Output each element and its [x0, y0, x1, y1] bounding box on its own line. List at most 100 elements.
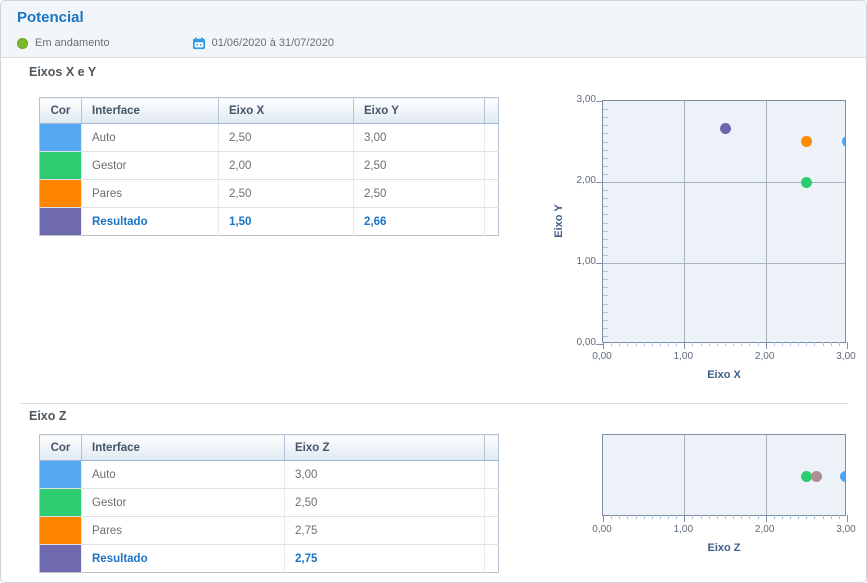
column-header: Eixo Z: [284, 434, 485, 461]
x-tick: [619, 515, 621, 519]
x-tick: [847, 342, 848, 349]
y-tick-label: 2,00: [576, 175, 596, 186]
report-meta: Em andamento 01/06/2020 à 31/07/2020: [17, 34, 334, 52]
y-tick: [596, 182, 603, 183]
value-cell: 2,75: [284, 544, 485, 573]
gridline-horizontal: [603, 182, 845, 183]
x-tick-label: 3,00: [836, 524, 856, 535]
x-axis-title: Eixo Z: [707, 542, 741, 554]
x-tick: [790, 515, 792, 519]
y-tick: [603, 125, 608, 127]
row-gutter: [484, 516, 499, 545]
status-dot: [17, 37, 28, 49]
value-cell: 2,50: [353, 179, 485, 208]
x-tick: [806, 342, 808, 346]
date-range: 01/06/2020 à 31/07/2020: [211, 37, 334, 49]
x-tick: [822, 515, 824, 519]
color-swatch: [39, 488, 82, 517]
table-eixo-z: Cor Interface Eixo Z Auto 3,00 Gestor 2,50 Pare…: [39, 434, 499, 573]
row-gutter: [484, 207, 499, 236]
x-tick: [659, 342, 661, 346]
x-tick: [733, 342, 735, 346]
dot-pares-resultado-overlap: [811, 470, 823, 482]
y-tick-label: 3,00: [576, 94, 596, 105]
table-header-row: Cor Interface Eixo Z: [39, 434, 499, 461]
section-heading-eixo-z: Eixo Z: [29, 409, 67, 423]
x-tick: [635, 515, 637, 519]
x-tick: [676, 515, 678, 519]
y-tick: [603, 230, 608, 232]
x-tick: [700, 515, 702, 519]
color-swatch: [39, 207, 82, 236]
x-tick: [651, 342, 653, 346]
x-tick: [798, 342, 800, 346]
column-header: Cor: [39, 434, 82, 461]
interface-cell: Pares: [81, 179, 219, 208]
y-tick: [603, 109, 608, 111]
value-cell: 2,66: [353, 207, 485, 236]
x-tick: [781, 515, 783, 519]
x-tick: [749, 342, 751, 346]
value-cell: 2,50: [353, 151, 485, 180]
column-header: Interface: [81, 97, 219, 124]
x-tick: [838, 342, 840, 346]
x-tick: [757, 342, 759, 346]
x-tick: [806, 515, 808, 519]
x-tick-label: 0,00: [592, 351, 612, 362]
row-gutter: [484, 544, 499, 573]
y-tick: [603, 165, 608, 167]
x-tick: [643, 515, 645, 519]
x-tick: [716, 515, 718, 519]
interface-cell: Pares: [81, 516, 285, 545]
interface-cell: Auto: [81, 460, 285, 489]
x-tick: [838, 515, 840, 519]
x-tick: [684, 342, 686, 349]
y-tick: [603, 279, 608, 281]
interface-cell: Auto: [81, 123, 219, 152]
dot-auto: [841, 136, 845, 147]
x-tick: [643, 342, 645, 346]
interface-cell: Gestor: [81, 151, 219, 180]
y-tick: [603, 295, 608, 297]
y-tick: [603, 238, 608, 240]
x-tick: [659, 515, 661, 519]
x-tick: [757, 515, 759, 519]
x-tick: [773, 342, 775, 346]
y-tick: [603, 190, 608, 192]
y-tick: [603, 303, 608, 305]
x-tick: [684, 515, 686, 522]
dot-auto: [839, 470, 845, 482]
dot-pares: [800, 136, 812, 147]
gridline-vertical: [765, 101, 767, 342]
x-tick: [611, 342, 613, 346]
x-tick-label: 1,00: [673, 351, 694, 362]
x-tick: [830, 515, 832, 519]
chart-plot-eixo-x: [596, 100, 848, 349]
x-tick-label: 0,00: [592, 524, 612, 535]
value-cell: 1,50: [218, 207, 354, 236]
interface-cell: Gestor: [81, 488, 285, 517]
x-tick: [798, 515, 800, 519]
row-gutter: [484, 488, 499, 517]
dot-gestor: [800, 470, 812, 482]
value-cell: 2,75: [284, 516, 485, 545]
y-tick: [603, 117, 608, 119]
x-tick: [668, 515, 670, 519]
calendar-icon: [192, 36, 206, 50]
x-tick: [603, 342, 604, 349]
column-header: Eixo Y: [353, 97, 485, 124]
color-swatch: [39, 544, 82, 573]
x-tick: [725, 342, 726, 346]
y-tick: [603, 254, 608, 256]
section-heading-eixos-x-y: Eixos X e Y: [29, 65, 97, 79]
chart-plot-eixo-z: [602, 434, 848, 522]
x-tick-label: 3,00: [836, 351, 856, 362]
y-tick: [603, 198, 608, 200]
y-tick: [603, 319, 608, 321]
y-tick: [596, 263, 603, 264]
y-tick-label: 0,00: [576, 337, 596, 348]
color-swatch: [39, 460, 82, 489]
x-tick: [619, 342, 621, 346]
x-tick: [733, 515, 735, 519]
y-tick: [596, 101, 603, 102]
